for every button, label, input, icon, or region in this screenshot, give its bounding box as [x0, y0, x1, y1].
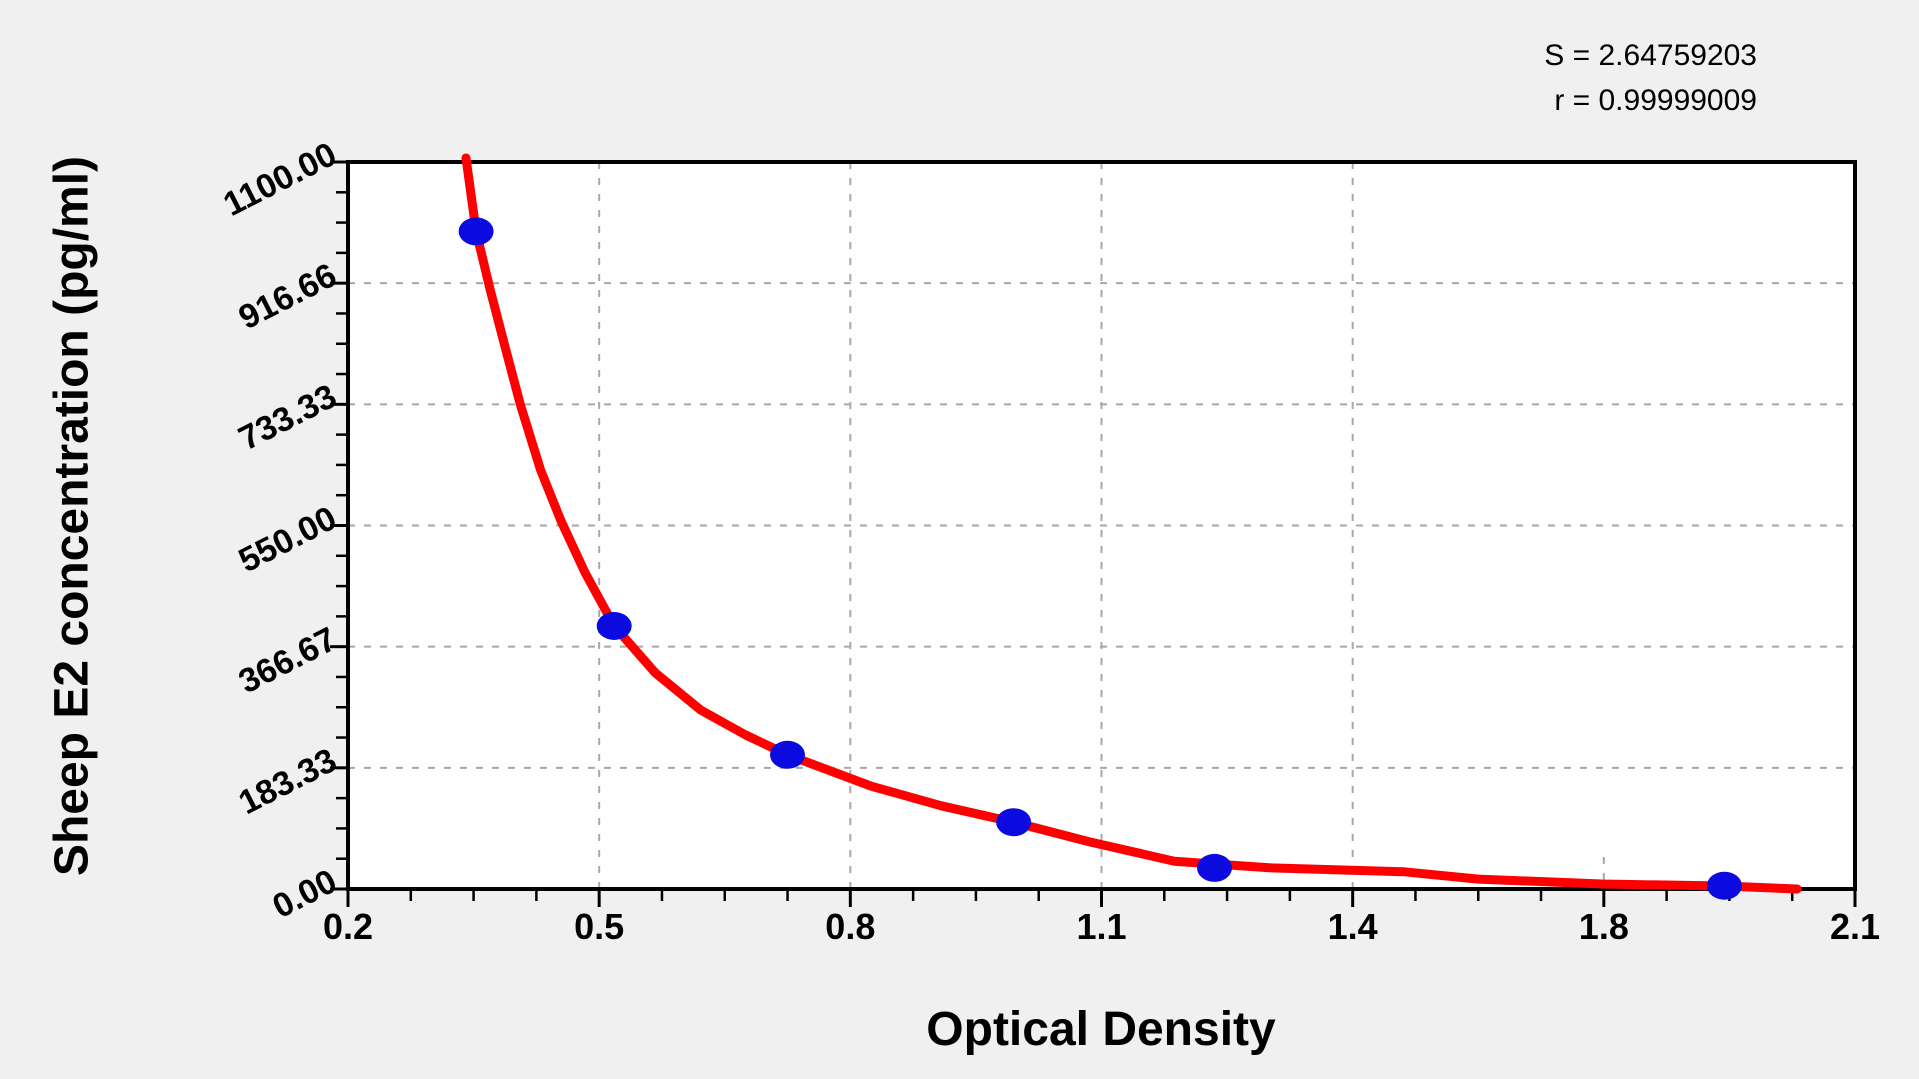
data-point: [996, 808, 1032, 837]
data-point: [596, 612, 632, 640]
data-point: [1197, 853, 1232, 882]
fit-curve: [461, 153, 1802, 894]
data-point: [458, 217, 494, 246]
s-value-line: S = 2.64759203: [1544, 39, 1757, 72]
data-point: [1706, 871, 1742, 900]
r-value-line: r = 0.99999009: [1554, 84, 1757, 117]
plot-border: [346, 160, 1857, 891]
data-point: [770, 740, 805, 769]
fit-statistics: S = 2.64759203 r = 0.99999009: [1544, 33, 1757, 123]
x-axis-title: Optical Density: [926, 1003, 1276, 1056]
